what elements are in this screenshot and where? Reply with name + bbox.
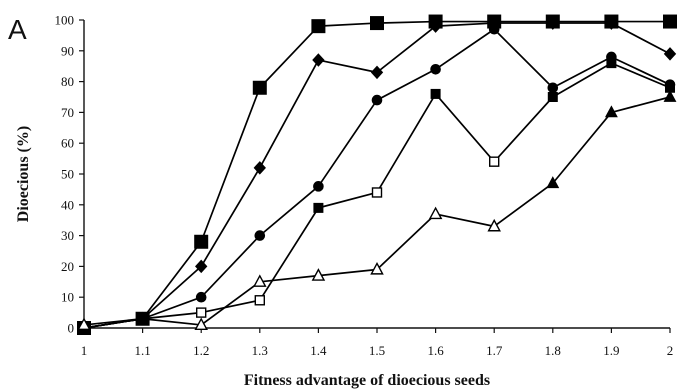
y-tick-label: 90 — [61, 43, 74, 58]
open-triangle-point — [370, 262, 384, 275]
filled-triangle-point — [604, 105, 618, 118]
filled-square-point — [606, 58, 617, 69]
open-triangle-point — [487, 218, 501, 232]
diamond-point — [429, 19, 442, 33]
x-tick-label: 1.2 — [193, 343, 209, 358]
x-tick-label: 1.6 — [427, 343, 444, 358]
series-line-triangles — [83, 96, 671, 326]
filled-square-point — [313, 202, 324, 213]
large-square-point — [194, 234, 209, 249]
open-triangle-point — [253, 274, 267, 287]
x-tick-label: 1.4 — [310, 343, 327, 358]
circle-point — [488, 23, 500, 35]
diamond-point — [253, 161, 266, 175]
panel-label: A — [8, 14, 27, 45]
y-tick-label: 80 — [61, 74, 74, 89]
x-tick-label: 2 — [667, 343, 674, 358]
diamond-point — [605, 16, 618, 30]
open-square-point — [489, 156, 500, 167]
x-axis-title: Fitness advantage of dioecious seeds — [244, 372, 490, 389]
large-square-point — [663, 14, 677, 29]
x-tick-label: 1.1 — [134, 343, 150, 358]
y-tick-label: 70 — [61, 105, 74, 120]
diamond-point — [370, 65, 384, 80]
y-tick-label: 30 — [61, 228, 74, 243]
open-square-point — [195, 307, 207, 318]
y-tick-label: 40 — [61, 197, 74, 212]
x-ticks: 1 1.1 1.2 1.3 1.4 1.5 1.6 1.7 1.8 1.9 2 — [81, 328, 674, 358]
circle-point — [371, 94, 383, 106]
y-tick-label: 60 — [61, 136, 74, 151]
series-large-squares — [77, 14, 677, 335]
y-tick-label: 20 — [61, 259, 74, 274]
y-tick-label: 50 — [61, 167, 74, 182]
x-tick-label: 1.5 — [369, 343, 385, 358]
circle-point — [430, 63, 441, 75]
open-square-point — [254, 295, 266, 306]
x-tick-label: 1.7 — [486, 343, 503, 358]
filled-triangle-point — [663, 89, 677, 102]
circle-point — [254, 230, 266, 241]
y-ticks: 0 10 20 30 40 50 60 70 80 90 100 — [55, 13, 84, 336]
filled-square-point — [430, 88, 441, 99]
circle-point — [547, 82, 559, 94]
x-tick-label: 1 — [81, 343, 88, 358]
x-tick-label: 1.8 — [545, 343, 561, 358]
x-tick-label: 1.3 — [252, 343, 268, 358]
y-tick-label: 10 — [61, 290, 74, 305]
open-triangle-point — [311, 268, 326, 281]
series-layer — [77, 14, 677, 335]
circle-point — [313, 181, 324, 192]
open-triangle-point — [428, 206, 443, 220]
x-tick-label: 1.9 — [603, 343, 619, 358]
open-triangle-point — [194, 317, 208, 331]
open-square-point — [371, 187, 383, 198]
large-square-point — [252, 80, 267, 95]
diamond-point — [195, 259, 208, 274]
y-axis-title: Dioecious (%) — [15, 126, 32, 222]
circle-point — [195, 291, 207, 303]
y-tick-label: 0 — [68, 321, 75, 336]
diamond-point — [312, 53, 325, 67]
filled-square-point — [547, 92, 558, 102]
diamond-point — [546, 16, 559, 30]
series-triangles — [77, 89, 677, 331]
diamond-point — [663, 47, 677, 61]
filled-triangle-point — [546, 176, 560, 189]
large-square-point — [311, 19, 326, 34]
large-square-point — [370, 16, 384, 31]
y-tick-label: 100 — [55, 13, 75, 28]
filled-triangle-point — [136, 311, 150, 324]
open-triangle-point — [77, 317, 91, 331]
